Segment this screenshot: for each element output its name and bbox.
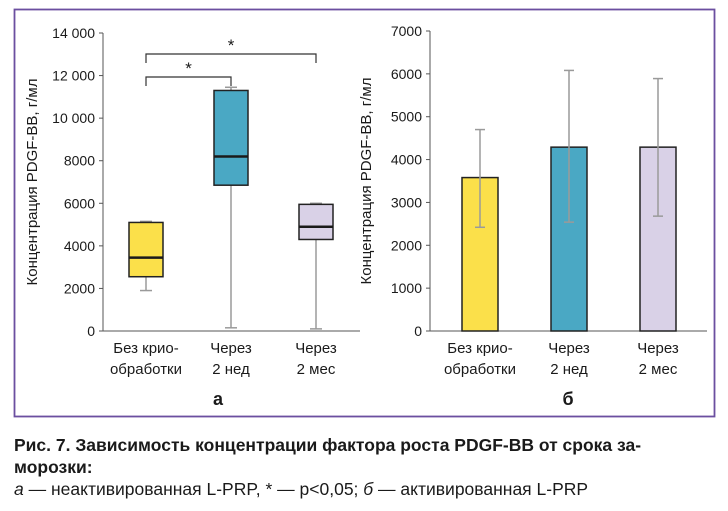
panel-a-y-tick-label: 8000 [64, 153, 95, 169]
panel-a-y-tick-label: 12 000 [52, 68, 95, 84]
panel-b-label: б [562, 389, 573, 409]
panel-b-x-tick-label: обработки [444, 361, 516, 378]
caption-legend-a-text: — неактивированная L-PRP, * — p<0,05; [23, 479, 364, 499]
panel-a-x-tick-label: Через [295, 340, 337, 357]
panel-b-x-tick-label: Через [637, 340, 679, 357]
panel-a-y-tick-label: 6000 [64, 195, 95, 211]
panel-b-x-tick-label: Без крио- [447, 340, 513, 357]
panel-b-barchart: 0 1000 2000 3000 4000 5000 6000 7000 Концентраци… [358, 23, 707, 378]
figure-frame [13, 8, 716, 418]
panel-b-x-tick-label: 2 нед [550, 361, 588, 378]
panel-b-y-tick-label: 4000 [391, 152, 422, 168]
panel-a-x-tick-label: 2 нед [212, 361, 250, 378]
panel-a-boxplot: 0 2000 4000 6000 8000 10 000 12 000 14 000 Конце… [24, 25, 360, 378]
panel-b-y-tick-label: 0 [414, 323, 422, 339]
panel-b-y-axis-label: Концентрация PDGF-BB, г/мл [358, 78, 375, 285]
box-iqr [213, 89, 249, 186]
significance-marker: * [228, 36, 235, 55]
panel-b-y-tick-label: 1000 [391, 280, 422, 296]
panel-a-x-tick-label: Без крио- [113, 340, 179, 357]
panel-a-x-tick-label: обработки [110, 361, 182, 378]
panel-b-y-tick-label: 6000 [391, 66, 422, 82]
box-iqr [128, 221, 164, 278]
panel-a-y-tick-label: 0 [87, 323, 95, 339]
caption-title: Рис. 7. Зависимость концентрации фактора… [14, 434, 720, 478]
panel-b-y-tick-label: 5000 [391, 109, 422, 125]
figure-caption: Рис. 7. Зависимость концентрации фактора… [14, 434, 720, 500]
panel-a-x-tick-label: 2 мес [297, 361, 336, 378]
caption-legend-b-text: — активированная L-PRP [373, 479, 589, 499]
box-iqr [298, 203, 334, 241]
panel-a-y-axis-label: Концентрация PDGF-BB, г/мл [24, 79, 41, 286]
significance-bracket [145, 53, 317, 63]
panel-b-y-tick-label: 2000 [391, 237, 422, 253]
caption-title-line-2: морозки: [14, 457, 93, 477]
caption-title-line-1: Рис. 7. Зависимость концентрации фактора… [14, 435, 642, 455]
caption-legend-a-letter: а [14, 479, 24, 499]
panel-a-x-tick-label: Через [210, 340, 252, 357]
caption-legend: а — неактивированная L-PRP, * — p<0,05; … [14, 478, 720, 500]
caption-legend-b-letter: б [363, 479, 374, 499]
figure: 0 2000 4000 6000 8000 10 000 12 000 14 000 Конце… [13, 8, 716, 418]
panel-b-x-tick-label: Через [548, 340, 590, 357]
panel-a-y-tick-label: 10 000 [52, 110, 95, 126]
panel-a-y-tick-label: 14 000 [52, 25, 95, 41]
panel-a-y-tick-label: 2000 [64, 280, 95, 296]
panel-a-y-tick-label: 4000 [64, 238, 95, 254]
panel-b-y-tick-label: 7000 [391, 23, 422, 39]
panel-b-x-tick-label: 2 мес [639, 361, 678, 378]
significance-marker: * [185, 59, 192, 78]
panel-b-y-tick-label: 3000 [391, 194, 422, 210]
panel-a-label: а [213, 389, 224, 409]
significance-bracket [145, 76, 232, 86]
